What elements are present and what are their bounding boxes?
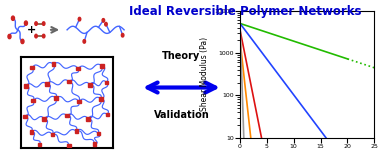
Y-axis label: Shear Modulus (Pa): Shear Modulus (Pa) — [200, 37, 209, 111]
Text: +: + — [26, 25, 36, 35]
Text: Ideal Reversible Polymer Networks: Ideal Reversible Polymer Networks — [129, 5, 362, 18]
Bar — [77, 100, 81, 103]
Bar — [88, 83, 92, 87]
Circle shape — [121, 34, 124, 37]
Text: Validation: Validation — [153, 110, 209, 120]
Bar — [67, 144, 71, 147]
Bar — [65, 114, 69, 117]
Circle shape — [25, 21, 28, 25]
Bar — [96, 132, 100, 135]
Bar — [74, 129, 78, 133]
Bar — [99, 97, 103, 101]
Bar — [29, 130, 33, 134]
Bar — [51, 62, 55, 66]
Circle shape — [78, 17, 81, 21]
Bar — [106, 113, 109, 116]
Circle shape — [105, 22, 107, 26]
Bar — [76, 67, 80, 70]
Circle shape — [21, 39, 24, 44]
Text: Theory: Theory — [162, 51, 201, 61]
Circle shape — [42, 22, 45, 25]
Bar — [45, 82, 49, 86]
Circle shape — [11, 16, 14, 20]
Bar — [100, 64, 104, 67]
Bar — [105, 81, 108, 84]
Bar — [31, 99, 35, 102]
Circle shape — [35, 34, 37, 38]
Circle shape — [83, 40, 85, 43]
Circle shape — [35, 22, 37, 25]
Bar — [31, 66, 34, 69]
Bar — [67, 80, 71, 83]
Circle shape — [42, 34, 45, 38]
Bar — [42, 117, 46, 121]
Bar — [87, 117, 90, 121]
Bar — [24, 84, 28, 88]
Bar — [54, 96, 58, 100]
Bar — [93, 142, 96, 146]
Circle shape — [8, 34, 11, 39]
Bar — [51, 133, 54, 136]
Bar — [38, 143, 41, 146]
Circle shape — [102, 19, 105, 22]
Bar — [23, 115, 26, 118]
